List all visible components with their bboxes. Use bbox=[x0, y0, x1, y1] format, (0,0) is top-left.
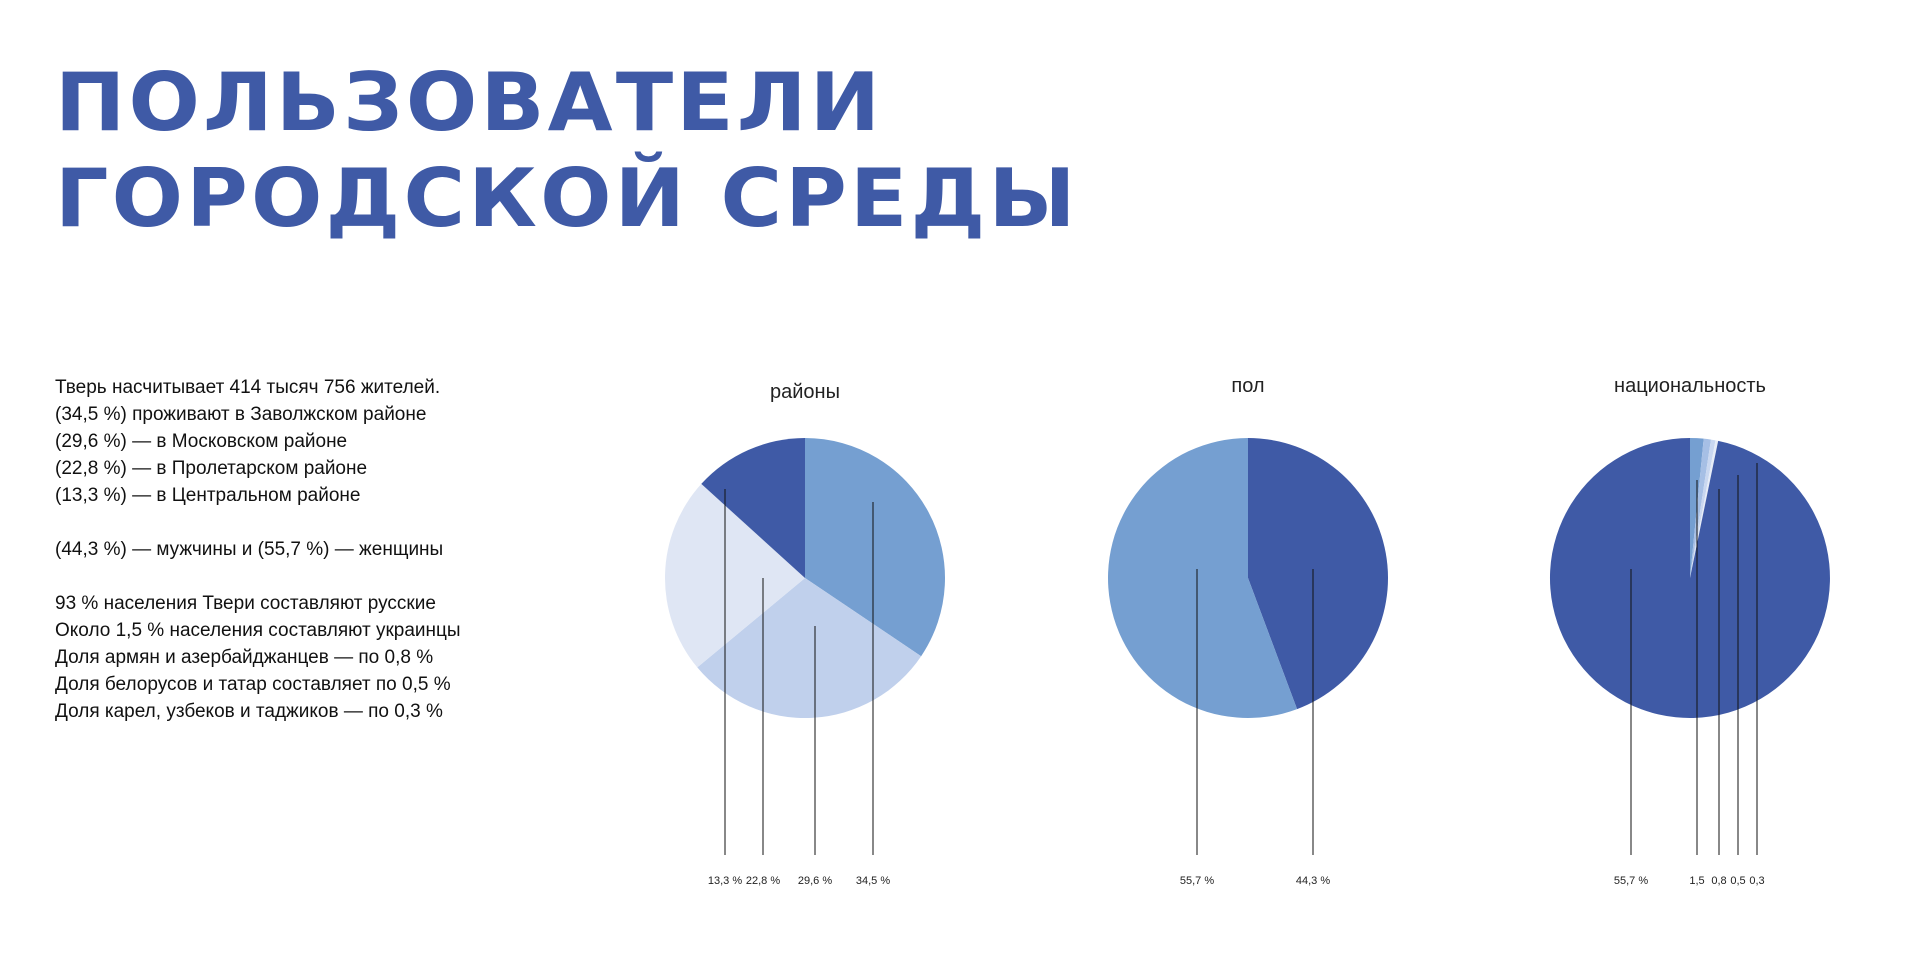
slice-label: 34,5 % bbox=[856, 875, 890, 887]
slice-label: 55,7 % bbox=[1614, 875, 1648, 887]
stats-text-line: 93 % населения Твери составляют русские bbox=[55, 593, 436, 614]
pie-slice bbox=[805, 438, 945, 657]
slice-label: 22,8 % bbox=[746, 875, 780, 887]
pie-chart: районы 34,5 % 29,6 % 22,8 % 13,3 % bbox=[664, 381, 945, 887]
stats-text-line: (13,3 %) — в Центральном районе bbox=[55, 485, 361, 506]
stats-text-line: (22,8 %) — в Пролетарском районе bbox=[55, 458, 368, 479]
slice-label: 44,3 % bbox=[1296, 875, 1330, 887]
stats-text-line: Доля карел, узбеков и таджиков — по 0,3 … bbox=[55, 701, 443, 722]
slice-label: 29,6 % bbox=[798, 875, 832, 887]
slice-label: 13,3 % bbox=[708, 875, 742, 887]
chart-title: районы bbox=[770, 381, 840, 403]
stats-text-line: Тверь насчитывает 414 тысяч 756 жителей. bbox=[55, 377, 441, 398]
pie-slice bbox=[1108, 438, 1298, 718]
pie-slice bbox=[697, 578, 922, 719]
stats-text-line: (34,5 %) проживают в Заволжском районе bbox=[55, 404, 427, 425]
slice-label: 0,8 bbox=[1711, 875, 1726, 887]
pie-slice bbox=[1690, 438, 1711, 578]
stats-text-line: Доля белорусов и татар составляет по 0,5… bbox=[55, 674, 451, 695]
pie-slice bbox=[1248, 438, 1389, 710]
stats-text-line: Около 1,5 % населения составляют украинц… bbox=[55, 620, 461, 641]
slice-label: 0,3 bbox=[1749, 875, 1764, 887]
chart-title: национальность bbox=[1614, 375, 1766, 397]
slice-label: 1,5 bbox=[1689, 875, 1704, 887]
slice-label: 55,7 % bbox=[1180, 875, 1214, 887]
slice-label: 0,5 bbox=[1730, 875, 1745, 887]
page-title: ПОЛЬЗОВАТЕЛИ ГОРОДСКОЙ СРЕДЫ bbox=[55, 55, 1079, 247]
pie-slice bbox=[1690, 439, 1716, 578]
chart-title: пол bbox=[1231, 375, 1264, 397]
pie-chart: национальность 1,5 0,8 0,5 0,3 55,7 % bbox=[1549, 375, 1830, 887]
population-stats: Тверь насчитывает 414 тысяч 756 жителей.… bbox=[55, 374, 461, 725]
pie-slice bbox=[1549, 437, 1830, 718]
stats-text-line: (29,6 %) — в Московском районе bbox=[55, 431, 348, 452]
pie-slice bbox=[701, 437, 805, 578]
page-title-line-1: ПОЛЬЗОВАТЕЛИ bbox=[55, 56, 884, 149]
page-title-line-2: ГОРОДСКОЙ СРЕДЫ bbox=[55, 152, 1079, 245]
pie-slice bbox=[664, 483, 805, 668]
pie-chart: пол 44,3 % 55,7 % bbox=[1108, 375, 1389, 887]
stats-text-line: (44,3 %) — мужчины и (55,7 %) — женщины bbox=[55, 539, 444, 560]
stats-text-line: Доля армян и азербайджанцев — по 0,8 % bbox=[55, 647, 434, 668]
